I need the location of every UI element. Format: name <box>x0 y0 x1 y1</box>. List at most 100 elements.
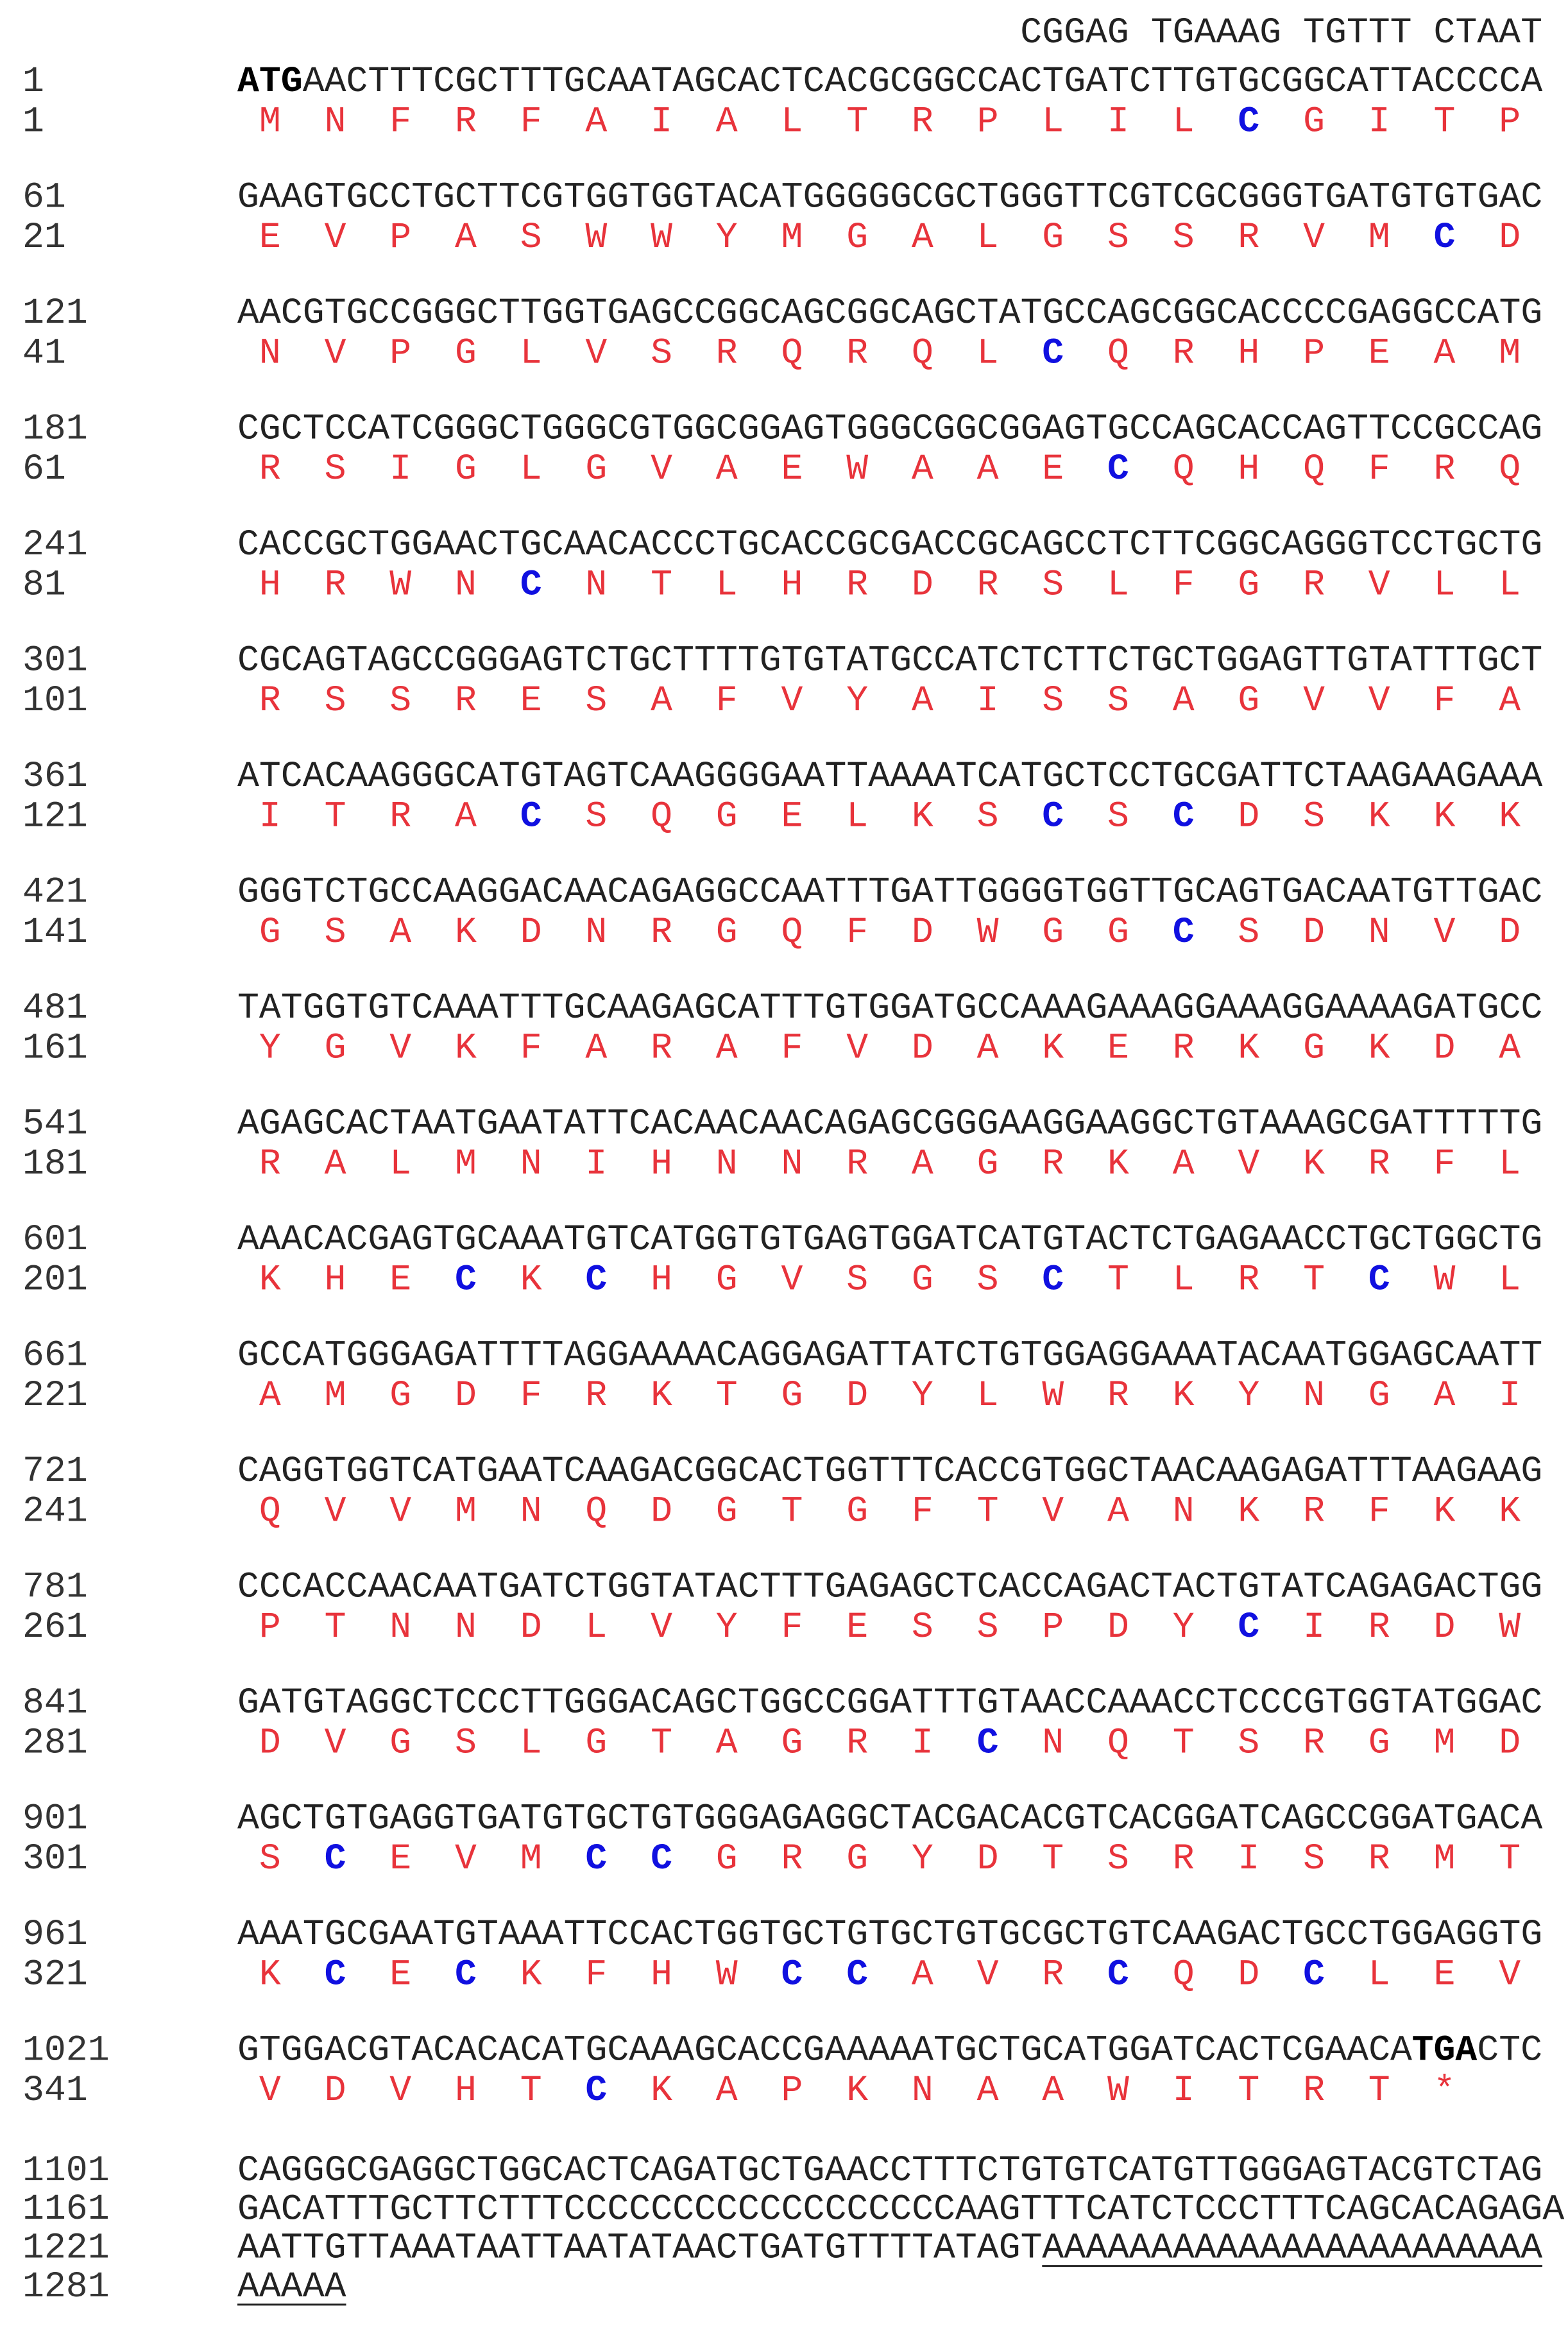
amino-acid: L <box>520 1722 542 1763</box>
amino-acid: A <box>259 1375 281 1416</box>
amino-acid: Y <box>846 680 868 721</box>
amino-acid: G <box>716 1490 738 1532</box>
amino-acid: G <box>977 1143 999 1184</box>
amino-acid: S <box>1238 1722 1259 1763</box>
nt-number: 301 <box>22 640 88 681</box>
amino-acid: V <box>651 1607 672 1648</box>
nt-number: 361 <box>22 756 88 797</box>
amino-acid: V <box>781 680 803 721</box>
amino-acid: D <box>1433 1027 1455 1068</box>
nt-sequence: AATTGTTAAATAATTAATATAACTGATGTTTTATAGTAAA… <box>237 2228 1542 2269</box>
amino-acid: C <box>1368 1259 1390 1300</box>
amino-acid: E <box>389 1259 411 1300</box>
nt-sequence: CGCTCCATCGGGCTGGGCGTGGCGGAGTGGGCGGCGGAGT… <box>237 408 1542 449</box>
amino-acid: A <box>912 1954 933 1995</box>
amino-acid: S <box>1238 912 1259 953</box>
nt-number: 481 <box>22 987 88 1029</box>
amino-acid: R <box>1173 332 1195 373</box>
amino-acid: W <box>846 448 868 490</box>
amino-acid: K <box>1303 1143 1325 1184</box>
nt-sequence: GCCATGGGAGATTTTAGGAAAACAGGAGATTATCTGTGGA… <box>237 1335 1542 1376</box>
amino-acid: C <box>846 1954 868 1995</box>
amino-acid: L <box>1499 1143 1521 1184</box>
amino-acid: N <box>520 1490 542 1532</box>
amino-acid: V <box>259 2070 281 2111</box>
amino-acid: M <box>1368 217 1390 258</box>
amino-acid: E <box>520 680 542 721</box>
nt-sequence: CGCAGTAGCCGGGAGTCTGCTTTTGTGTATGCCATCTCTT… <box>237 640 1542 681</box>
amino-acid: R <box>1042 1954 1064 1995</box>
amino-acid: P <box>977 101 999 142</box>
amino-acid: K <box>1499 1490 1521 1532</box>
amino-acid: K <box>912 796 933 837</box>
amino-acid: E <box>1107 1027 1129 1068</box>
amino-acid: A <box>912 680 933 721</box>
amino-acid: K <box>455 1027 477 1068</box>
amino-acid: G <box>716 1259 738 1300</box>
amino-acid: R <box>1042 1143 1064 1184</box>
amino-acid: K <box>651 2070 672 2111</box>
nt-sequence: ATGAACTTTCGCTTTGCAATAGCACTCACGCGGCCACTGA… <box>237 61 1542 102</box>
amino-acid: Q <box>1173 448 1195 490</box>
amino-acid: T <box>977 1490 999 1532</box>
amino-acid: D <box>325 2070 346 2111</box>
amino-acid: R <box>1368 1143 1390 1184</box>
amino-acid: K <box>1499 796 1521 837</box>
amino-acid: K <box>455 912 477 953</box>
amino-acid: V <box>1368 680 1390 721</box>
amino-acid: K <box>1368 796 1390 837</box>
amino-acid: H <box>455 2070 477 2111</box>
amino-acid: A <box>1173 1143 1195 1184</box>
amino-acid: V <box>1042 1490 1064 1532</box>
amino-acid: G <box>716 912 738 953</box>
amino-acid: V <box>651 448 672 490</box>
amino-acid: Q <box>651 796 672 837</box>
nt-segment: AACGTGCCGGGCTTGGTGAGCCGGCAGCGGCAGCTATGCC… <box>237 293 1542 334</box>
amino-acid: R <box>1303 564 1325 605</box>
amino-acid: R <box>259 448 281 490</box>
nt-segment: CAGGTGGTCATGAATCAAGACGGCACTGGTTTCACCGTGG… <box>237 1451 1542 1492</box>
amino-acid: C <box>455 1954 477 1995</box>
amino-acid: C <box>1303 1954 1325 1995</box>
amino-acid: D <box>1499 217 1521 258</box>
amino-acid: K <box>259 1954 281 1995</box>
amino-acid: G <box>1303 101 1325 142</box>
amino-acid: R <box>1368 1838 1390 1879</box>
aa-number: 241 <box>22 1490 88 1532</box>
amino-acid: K <box>846 2070 868 2111</box>
amino-acid: S <box>1042 564 1064 605</box>
amino-acid: A <box>1173 680 1195 721</box>
amino-acid: R <box>846 564 868 605</box>
amino-acid: N <box>585 912 607 953</box>
amino-acid: C <box>585 1838 607 1879</box>
amino-acid: * <box>1433 2070 1455 2111</box>
amino-acid: P <box>1042 1607 1064 1648</box>
amino-acid: N <box>389 1607 411 1648</box>
nt-segment: TGA <box>1412 2029 1478 2071</box>
amino-acid: P <box>389 217 411 258</box>
amino-acid: R <box>1368 1607 1390 1648</box>
nt-number: 181 <box>22 408 88 449</box>
nt-segment: GACATTTGCTTCTTTCCCCCCCCCCCCCCCCCCAAGTTTC… <box>237 2189 1564 2230</box>
amino-acid: V <box>1499 1954 1521 1995</box>
nt-segment: TATGGTGTCAAATTTGCAAGAGCATTTGTGGATGCCAAAG… <box>237 987 1542 1029</box>
amino-acid: F <box>781 1027 803 1068</box>
amino-acid: F <box>1368 1490 1390 1532</box>
amino-acid: N <box>455 564 477 605</box>
amino-acid: N <box>585 564 607 605</box>
amino-acid: S <box>585 796 607 837</box>
nt-segment: CCCACCAACAATGATCTGGTATACTTTGAGAGCTCACCAG… <box>237 1566 1542 1607</box>
amino-acid: G <box>585 448 607 490</box>
nt-sequence: AGCTGTGAGGTGATGTGCTGTGGGAGAGGCTACGACACGT… <box>237 1798 1542 1839</box>
amino-acid: Q <box>1173 1954 1195 1995</box>
nt-segment: CTC <box>1477 2029 1542 2071</box>
amino-acid: C <box>585 1259 607 1300</box>
amino-acid: A <box>912 1143 933 1184</box>
amino-acid: Q <box>1499 448 1521 490</box>
amino-acid: M <box>1499 332 1521 373</box>
amino-acid: G <box>846 217 868 258</box>
amino-acid: W <box>716 1954 738 1995</box>
amino-acid: K <box>651 1375 672 1416</box>
amino-acid: A <box>716 1027 738 1068</box>
nt-sequence: GATGTAGGCTCCCTTGGGACAGCTGGCCGGATTTGTAACC… <box>237 1682 1542 1723</box>
